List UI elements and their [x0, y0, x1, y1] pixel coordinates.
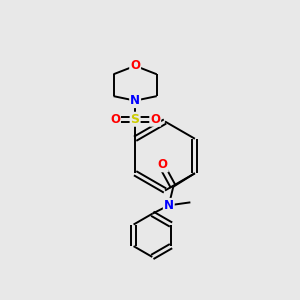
Text: N: N	[164, 199, 174, 212]
Text: O: O	[110, 113, 120, 126]
Text: O: O	[130, 59, 140, 72]
Text: S: S	[130, 113, 140, 126]
Text: O: O	[158, 158, 168, 171]
Text: N: N	[130, 94, 140, 107]
Text: O: O	[150, 113, 160, 126]
